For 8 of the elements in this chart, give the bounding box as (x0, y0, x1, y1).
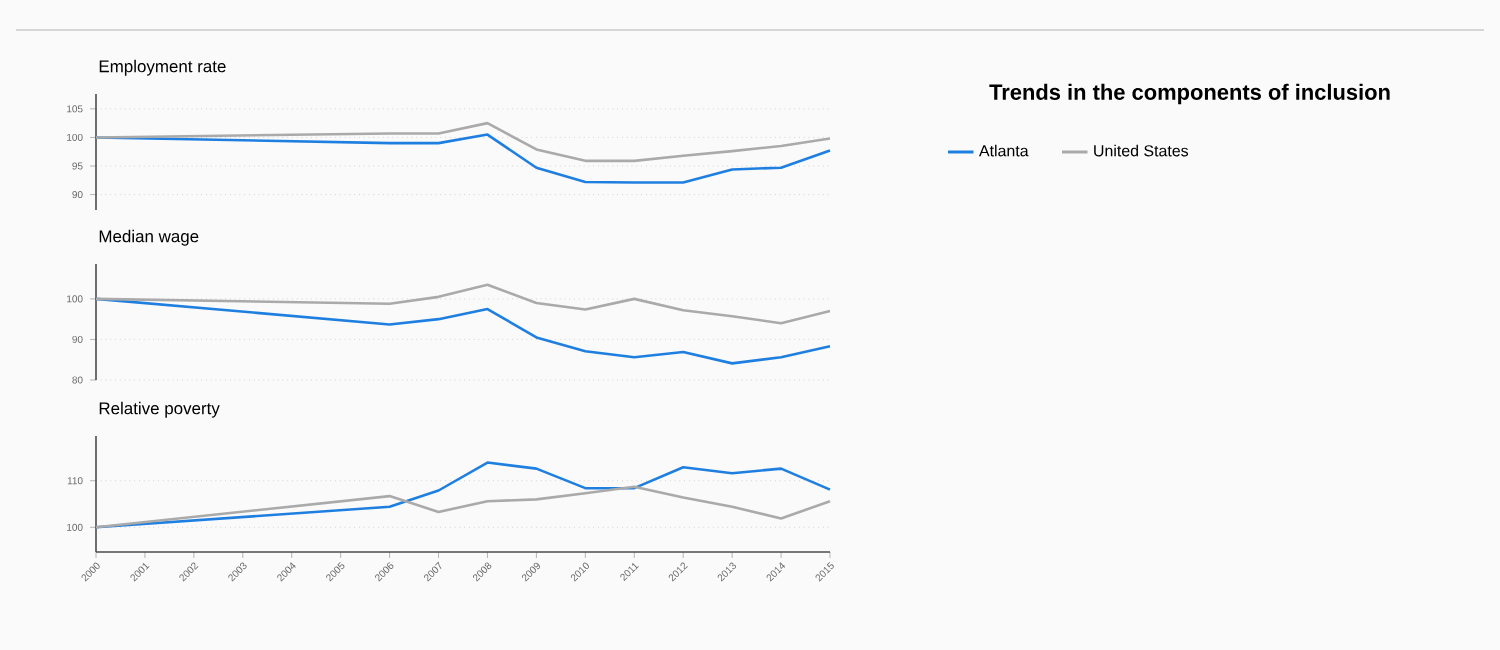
chart-title: Relative poverty (99, 401, 220, 418)
line-series (94, 297, 832, 365)
text: Trends in the components of inclusion (989, 83, 1390, 105)
line-series (94, 121, 832, 163)
chart-title: Median wage (99, 229, 199, 246)
line-series (94, 283, 832, 325)
line-series (94, 485, 832, 529)
chart-title: Employment rate (99, 59, 226, 76)
